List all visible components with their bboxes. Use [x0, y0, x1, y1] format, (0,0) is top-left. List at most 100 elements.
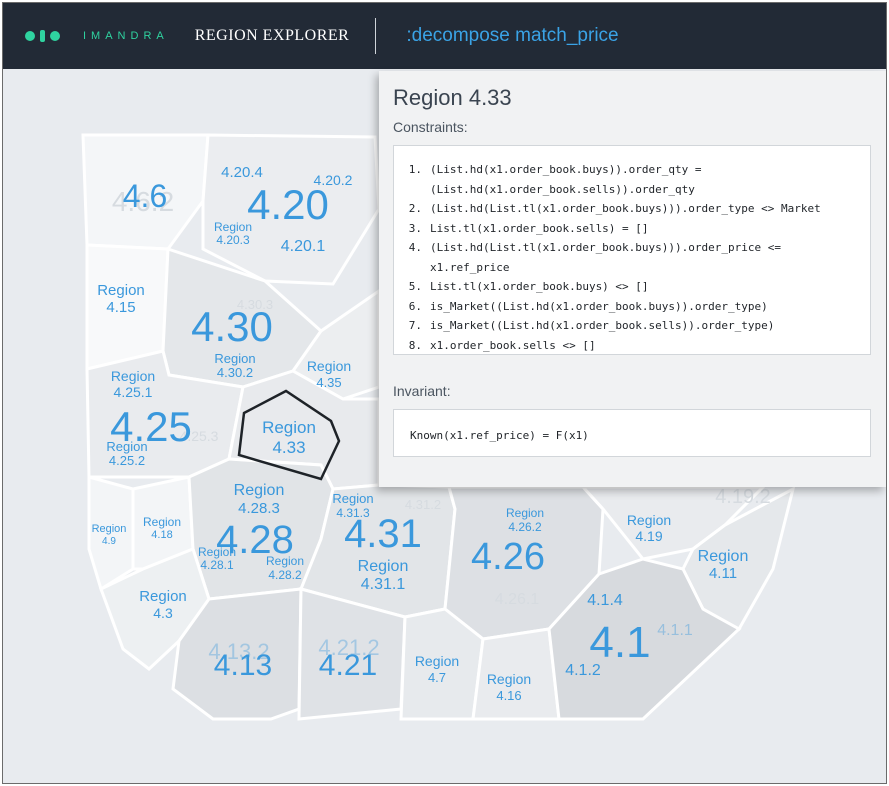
region-label-4-30-2-b[interactable]: 4.30.2 — [217, 365, 253, 380]
region-label-4-28-3-b[interactable]: 4.28.3 — [238, 500, 280, 517]
region-label-4-28-2-a[interactable]: Region — [266, 554, 304, 568]
region-label-4-35-a[interactable]: Region — [307, 358, 351, 374]
region-label-4-20-1[interactable]: 4.20.1 — [281, 238, 326, 255]
region-label-4-15-a[interactable]: Region — [97, 282, 145, 299]
constraint-text: (List.hd(x1.order_book.sells)).order_qty — [430, 182, 695, 196]
selected-region-outline[interactable] — [237, 389, 341, 481]
faint-sublabels: 4.6.2 4.30.3 4.25.3 4.31.2 4.26.1 4.19.2 — [112, 186, 771, 608]
constraint-number: 5. — [408, 280, 422, 293]
region-label-4-28-2-b[interactable]: 4.28.2 — [268, 568, 302, 582]
region-label-4-28-1-b[interactable]: 4.28.1 — [200, 558, 234, 572]
region-label-4-33-a[interactable]: Region — [262, 418, 316, 437]
region-label-4-13[interactable]: 4.13 — [214, 649, 272, 682]
region-label-4-31[interactable]: 4.31 — [344, 512, 422, 556]
constraint-text: is_Market((List.hd(x1.order_book.sells))… — [430, 319, 775, 332]
app-title: REGION EXPLORER — [194, 27, 350, 44]
region-label-4-11-b[interactable]: 4.11 — [709, 565, 737, 582]
region-label-4-33-b[interactable]: 4.33 — [272, 438, 305, 457]
region-label-4-31-3-b[interactable]: 4.31.3 — [336, 506, 370, 520]
region-label-4-25[interactable]: 4.25 — [110, 403, 192, 450]
faint-label-4-26-1: 4.26.1 — [495, 591, 540, 608]
region-label-4-31-3-a[interactable]: Region — [332, 491, 373, 506]
constraint-number: 3. — [408, 221, 422, 235]
region-cell-4-20[interactable] — [201, 133, 381, 286]
region-label-4-21-2[interactable]: 4.21.2 — [318, 635, 379, 660]
region-cell-4-13[interactable] — [171, 587, 303, 721]
region-label-4-3-b[interactable]: 4.3 — [153, 605, 173, 621]
region-label-4-1[interactable]: 4.1 — [589, 618, 650, 667]
region-label-4-1-1[interactable]: 4.1.1 — [657, 622, 693, 639]
region-label-4-16-a[interactable]: Region — [487, 671, 531, 687]
voronoi-map[interactable]: 4.6.2 4.30.3 4.25.3 4.31.2 4.26.1 4.19.2… — [3, 69, 886, 783]
constraint-line: 5. List.tl(x1.order_book.buys) <> [] — [404, 277, 870, 297]
region-label-4-18-a[interactable]: Region — [143, 515, 181, 529]
constraint-number: 7. — [408, 319, 422, 332]
region-label-4-11-a[interactable]: Region — [698, 548, 749, 565]
region-label-4-18-b[interactable]: 4.18 — [151, 529, 172, 541]
region-label-4-7-a[interactable]: Region — [415, 653, 459, 669]
invariant-text: Known(x1.ref_price) = F(x1) — [410, 429, 589, 442]
constraint-line: 6. is_Market((List.hd(x1.order_book.buys)… — [404, 297, 870, 317]
faint-label-4-6-2: 4.6.2 — [112, 186, 174, 217]
region-label-4-28-3-a[interactable]: Region — [234, 482, 285, 499]
region-label-4-19-b[interactable]: 4.19 — [635, 528, 662, 544]
region-details-panel: Region 4.33 Constraints: 1. (List.hd(x1.o… — [379, 71, 886, 487]
faint-label-4-25-3: 4.25.3 — [180, 428, 219, 444]
region-cell-4-9[interactable] — [87, 475, 135, 592]
region-label-4-30[interactable]: 4.30 — [191, 303, 273, 350]
constraint-text: (List.hd(List.tl(x1.order_book.buys))).o… — [430, 202, 821, 215]
region-label-4-7-b[interactable]: 4.7 — [428, 670, 446, 685]
top-bar: IMANDRA REGION EXPLORER :decompose match… — [3, 3, 886, 69]
region-label-4-25-1-b[interactable]: 4.25.1 — [114, 384, 153, 400]
region-label-4-6[interactable]: 4.6 — [123, 178, 167, 214]
invariant-box: Known(x1.ref_price) = F(x1) — [393, 409, 871, 457]
region-map[interactable]: 4.6.2 4.30.3 4.25.3 4.31.2 4.26.1 4.19.2… — [3, 69, 886, 783]
region-label-4-3-a[interactable]: Region — [139, 588, 187, 605]
region-label-4-20-3-b[interactable]: 4.20.3 — [216, 233, 250, 247]
region-label-4-31-1-b[interactable]: 4.31.1 — [361, 576, 406, 593]
region-label-4-35-b[interactable]: 4.35 — [316, 375, 341, 390]
region-label-4-9-a[interactable]: Region — [92, 523, 127, 535]
region-label-4-16-b[interactable]: 4.16 — [496, 688, 521, 703]
region-label-4-9-b[interactable]: 4.9 — [102, 536, 116, 547]
region-label-4-20-3-a[interactable]: Region — [214, 220, 252, 234]
region-label-4-25-2-a[interactable]: Region — [106, 439, 147, 454]
region-label-4-15-b[interactable]: 4.15 — [106, 299, 135, 316]
faint-label-4-30-3: 4.30.3 — [237, 297, 273, 312]
command-display: :decompose match_price — [406, 25, 619, 46]
region-label-4-20[interactable]: 4.20 — [247, 181, 329, 228]
constraint-number — [404, 180, 422, 200]
region-label-4-1-4[interactable]: 4.1.4 — [587, 592, 623, 609]
region-label-4-25-2-b[interactable]: 4.25.2 — [109, 453, 145, 468]
brand-name: IMANDRA — [83, 30, 169, 42]
panel-title: Region 4.33 — [393, 85, 512, 110]
region-label-4-26[interactable]: 4.26 — [471, 536, 545, 578]
region-label-4-20-4[interactable]: 4.20.4 — [221, 164, 263, 181]
region-label-4-20-2[interactable]: 4.20.2 — [314, 172, 353, 188]
constraint-number: 6. — [408, 299, 422, 313]
region-label-4-25-1-a[interactable]: Region — [111, 368, 155, 384]
region-label-4-21[interactable]: 4.21 — [319, 649, 377, 682]
region-cell-4-6[interactable] — [81, 133, 210, 251]
constraint-number: 2. — [408, 202, 422, 215]
region-label-4-28-1-a[interactable]: Region — [198, 545, 236, 559]
constraints-box: 1. (List.hd(x1.order_book.buys)).order_qt… — [393, 145, 871, 355]
region-label-4-1-2[interactable]: 4.1.2 — [565, 662, 601, 679]
constraint-line: 7. is_Market((List.hd(x1.order_book.sells… — [404, 316, 870, 336]
region-cell-4-35[interactable] — [290, 288, 381, 401]
region-label-4-28[interactable]: 4.28 — [216, 518, 294, 562]
region-label-4-19-a[interactable]: Region — [627, 512, 671, 528]
region-label-4-31-1-a[interactable]: Region — [358, 558, 409, 575]
region-label-4-30-2-a[interactable]: Region — [214, 351, 255, 366]
region-label-4-26-2-b[interactable]: 4.26.2 — [508, 520, 542, 534]
region-label-4-13-2[interactable]: 4.13.2 — [208, 639, 269, 664]
imandra-logo-icon — [25, 30, 65, 42]
constraint-text: List.tl(x1.order_book.sells) = [] — [430, 221, 649, 235]
constraint-line: 2. (List.hd(List.tl(x1.order_book.buys)))… — [404, 199, 870, 219]
region-cell-4-1[interactable] — [547, 557, 742, 721]
constraint-text: (List.hd(x1.order_book.buys)).order_qty … — [430, 163, 702, 176]
constraint-line: (List.hd(x1.order_book.sells)).order_qty — [404, 180, 870, 200]
constraint-text: is_Market((List.hd(x1.order_book.buys)).… — [430, 299, 768, 313]
region-label-4-26-2-a[interactable]: Region — [506, 506, 544, 520]
